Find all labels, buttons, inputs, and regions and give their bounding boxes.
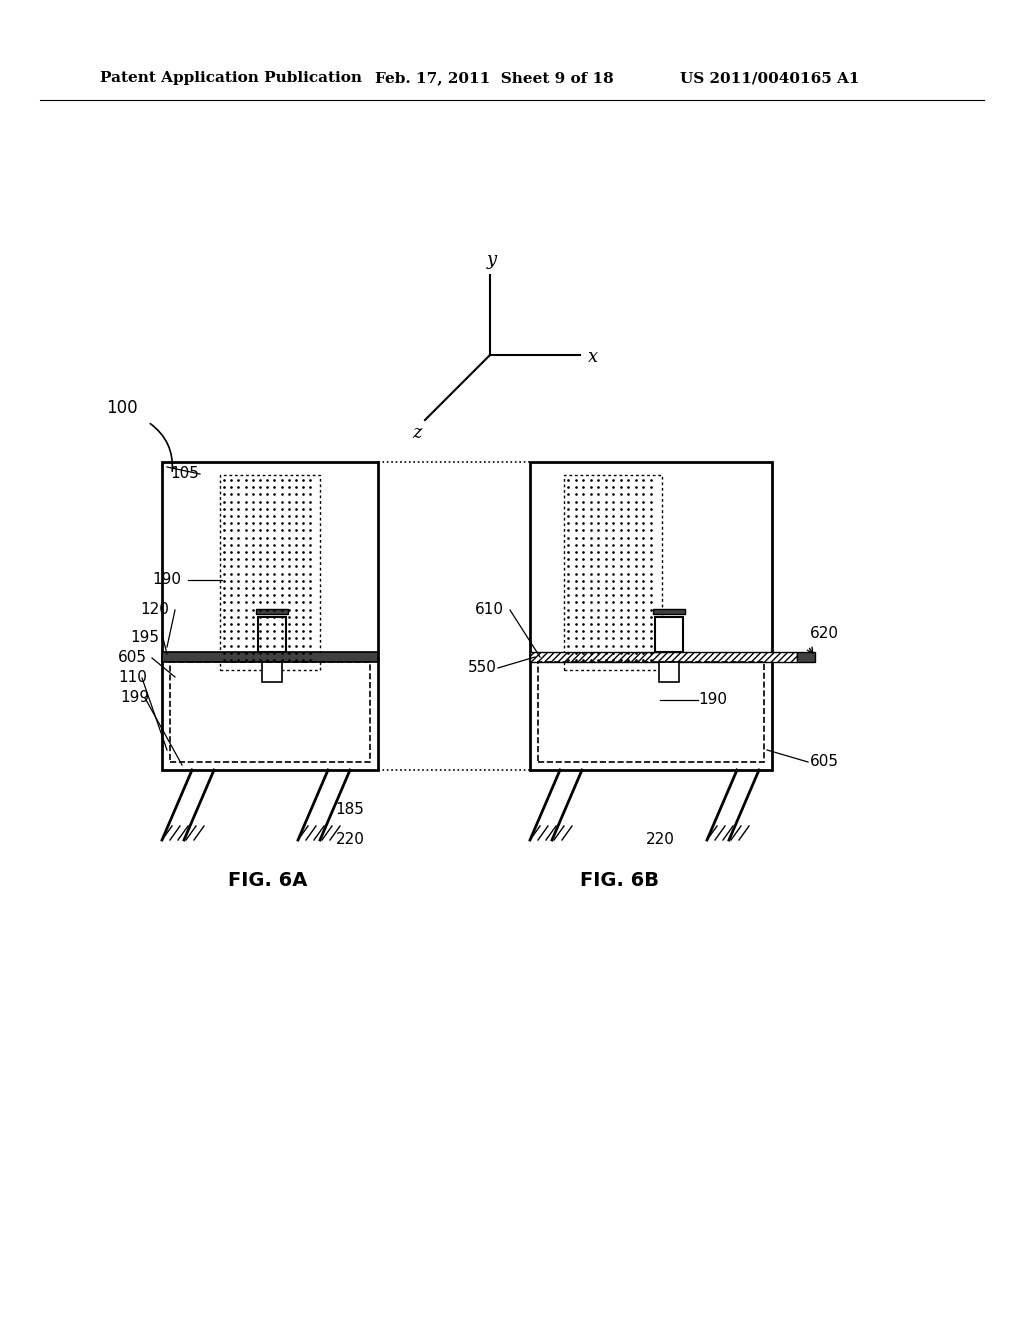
Bar xyxy=(530,652,797,663)
Text: 220: 220 xyxy=(336,833,365,847)
Bar xyxy=(655,616,683,652)
Text: FIG. 6A: FIG. 6A xyxy=(228,870,307,890)
Text: 105: 105 xyxy=(170,466,199,482)
Bar xyxy=(262,663,282,682)
Text: x: x xyxy=(588,348,598,366)
Bar xyxy=(170,663,370,762)
Bar xyxy=(258,616,286,652)
Text: 605: 605 xyxy=(810,755,839,770)
Bar xyxy=(653,609,685,614)
Text: 100: 100 xyxy=(106,399,137,417)
Text: 620: 620 xyxy=(810,627,839,642)
Bar xyxy=(659,663,679,682)
Bar xyxy=(564,475,662,671)
Text: FIG. 6B: FIG. 6B xyxy=(581,870,659,890)
Bar xyxy=(162,652,378,663)
Bar xyxy=(797,652,815,663)
Text: y: y xyxy=(487,251,497,269)
Text: 190: 190 xyxy=(152,573,181,587)
Bar xyxy=(538,663,764,762)
Bar xyxy=(162,462,378,770)
Text: 195: 195 xyxy=(130,631,159,645)
Text: Patent Application Publication: Patent Application Publication xyxy=(100,71,362,84)
Text: Feb. 17, 2011  Sheet 9 of 18: Feb. 17, 2011 Sheet 9 of 18 xyxy=(375,71,613,84)
Text: 605: 605 xyxy=(118,651,147,665)
Text: 190: 190 xyxy=(698,693,727,708)
Text: 199: 199 xyxy=(120,690,150,705)
Text: 220: 220 xyxy=(645,833,675,847)
Bar xyxy=(256,609,288,614)
Text: 110: 110 xyxy=(118,671,146,685)
Text: z: z xyxy=(412,424,422,442)
Text: 610: 610 xyxy=(475,602,504,618)
Bar xyxy=(220,475,319,671)
Text: US 2011/0040165 A1: US 2011/0040165 A1 xyxy=(680,71,859,84)
Bar xyxy=(530,462,772,770)
Text: 185: 185 xyxy=(336,803,365,817)
Text: 550: 550 xyxy=(468,660,497,676)
Text: 120: 120 xyxy=(140,602,169,618)
